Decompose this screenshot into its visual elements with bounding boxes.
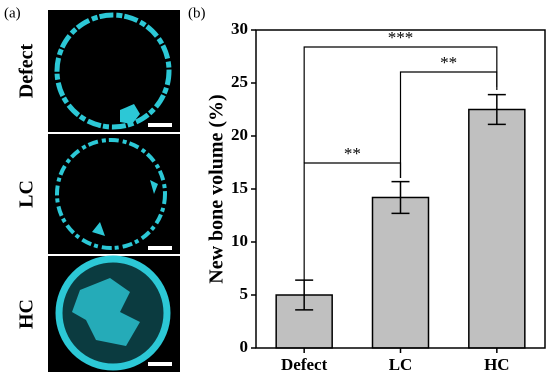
- row-label: Defect: [16, 43, 38, 98]
- significance-label: **: [440, 53, 457, 72]
- ct-blob: [120, 104, 140, 124]
- bar: [468, 108, 526, 349]
- ct-images: [48, 10, 180, 372]
- ct-image: [48, 10, 180, 132]
- panel-label: (b): [188, 5, 206, 21]
- error-bar: [391, 180, 410, 215]
- x-tick-label: HC: [484, 355, 510, 374]
- y-tick-label: 25: [231, 72, 248, 91]
- bar: [371, 196, 430, 349]
- plot-frame: [255, 29, 546, 349]
- row-label: LC: [16, 180, 38, 208]
- ct-blob: [92, 180, 158, 236]
- error-bar: [295, 279, 314, 311]
- y-tick-label: 20: [231, 125, 248, 144]
- y-tick-label: 10: [231, 231, 248, 250]
- row-label: HC: [16, 299, 38, 329]
- y-tick-label: 5: [240, 284, 249, 303]
- x-tick-label: Defect: [281, 355, 328, 374]
- error-bar: [487, 93, 506, 126]
- ct-blob: [72, 278, 140, 346]
- y-tick-label: 0: [240, 337, 249, 356]
- panel-label: (a): [4, 5, 21, 21]
- significance-label: **: [344, 144, 361, 163]
- x-tick-label: LC: [389, 355, 413, 374]
- significance-label: ***: [388, 28, 414, 47]
- y-axis-label: New bone volume (%): [206, 94, 228, 283]
- y-tick-label: 30: [231, 19, 248, 38]
- ct-image: [48, 134, 180, 254]
- ct-ring: [55, 138, 167, 250]
- significance-bracket: [303, 46, 498, 163]
- y-tick-label: 15: [231, 178, 248, 197]
- ct-ring: [54, 12, 172, 130]
